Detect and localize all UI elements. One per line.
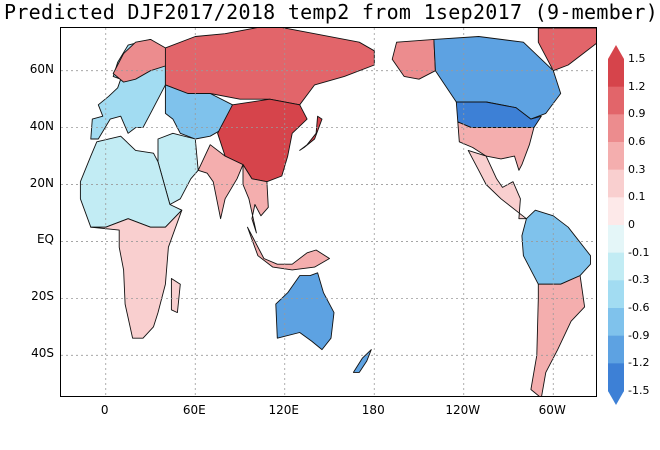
madagascar-land (170, 278, 181, 314)
greenland-land (537, 28, 596, 72)
lon-tick-label: 120E (268, 403, 300, 417)
colorbar-label: 0.9 (628, 107, 646, 121)
japan-land (299, 115, 323, 151)
east-us-land (457, 121, 535, 171)
lat-tick-label: 20S (31, 289, 54, 304)
central-africa-land (90, 209, 183, 339)
india-land (197, 144, 244, 220)
australia-land (275, 272, 335, 351)
lat-tick-label: 60N (29, 61, 54, 76)
colorbar-swatch (608, 280, 624, 309)
alaska-land (391, 38, 436, 80)
colorbar-swatch (608, 169, 624, 198)
colorbar-label: -0.1 (628, 245, 650, 259)
colorbar-bottom-arrow (608, 391, 624, 405)
se-asia-land (242, 164, 269, 234)
lon-tick-label: 60W (538, 403, 566, 417)
nz-land (352, 349, 372, 373)
colorbar-swatch (608, 335, 624, 364)
lat-tick-label: 40S (31, 346, 54, 361)
colorbar-swatch (608, 59, 624, 88)
colorbar-label: 0 (628, 218, 635, 231)
colorbar-swatch (608, 308, 624, 337)
anomaly-map (61, 28, 596, 396)
colorbar-label: -0.9 (628, 328, 650, 342)
colorbar-label: -0.3 (628, 273, 650, 287)
central-asia-land (164, 84, 233, 140)
indonesia-land (247, 226, 330, 271)
map-panel (60, 27, 597, 397)
north-sa-land (521, 209, 591, 285)
south-sa-land (530, 275, 586, 396)
colorbar-top-arrow (608, 45, 624, 59)
colorbar-swatch (608, 252, 624, 281)
lon-tick-label: 60E (182, 403, 206, 417)
lat-tick-label: 20N (29, 175, 54, 190)
lon-tick-label: 120W (445, 403, 481, 417)
colorbar-label: 0.1 (628, 190, 646, 204)
lat-tick-label: EQ (36, 232, 54, 247)
colorbar-swatch (608, 225, 624, 254)
lon-tick-label: 0 (100, 403, 109, 417)
colorbar (608, 45, 624, 405)
colorbar-label: -0.6 (628, 301, 650, 314)
lat-tick-label: 40N (29, 118, 54, 133)
colorbar-swatch (608, 114, 624, 143)
colorbar-label: -1.5 (628, 384, 650, 397)
colorbar-label: 1.5 (628, 52, 646, 65)
colorbar-label: 0.3 (628, 162, 646, 176)
colorbar-swatch (608, 197, 624, 226)
lon-tick-label: 180 (361, 403, 385, 417)
colorbar-swatch (608, 86, 624, 115)
colorbar-label: -1.2 (628, 356, 650, 370)
map-title: Predicted DJF2017/2018 temp2 from 1sep20… (4, 0, 659, 24)
colorbar-label: 1.2 (628, 79, 646, 93)
colorbar-swatch (608, 142, 624, 171)
colorbar-swatch (608, 363, 624, 392)
colorbar-label: 0.6 (628, 135, 646, 148)
